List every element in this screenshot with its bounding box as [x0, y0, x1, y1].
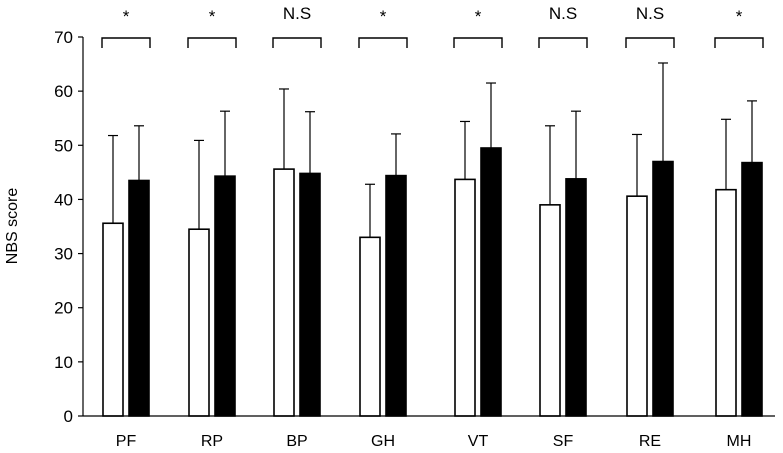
- significance-label: N.S: [283, 4, 311, 23]
- significance-label: *: [380, 7, 387, 26]
- significance-label: *: [123, 7, 130, 26]
- significance-label: *: [736, 7, 743, 26]
- x-category-label: BP: [286, 433, 307, 450]
- bar-white: [273, 168, 295, 417]
- y-tick-label: 60: [54, 82, 73, 101]
- bar-white: [454, 178, 476, 417]
- y-tick-labels: 0 10 20 30 40 50 60 70: [54, 28, 73, 426]
- significance-label: N.S: [549, 4, 577, 23]
- y-tick-label: 10: [54, 353, 73, 372]
- bar-black: [480, 147, 502, 417]
- y-tick-label: 70: [54, 28, 73, 47]
- bar-white: [539, 204, 561, 417]
- significance-bracket: [538, 37, 588, 48]
- significance-label: N.S: [636, 4, 664, 23]
- y-tick-label: 30: [54, 245, 73, 264]
- significance-labels: * * N.S * * N.S N.S *: [123, 4, 743, 26]
- bar-white: [626, 195, 648, 417]
- significance-bracket: [187, 37, 237, 48]
- bar-white: [715, 188, 737, 417]
- significance-bracket: [101, 37, 151, 48]
- y-axis-label: NBS score: [4, 188, 21, 265]
- x-category-label: SF: [553, 433, 574, 450]
- significance-bracket: [625, 37, 675, 48]
- bar-black: [652, 160, 674, 417]
- bar-black: [299, 172, 321, 417]
- x-category-label: VT: [468, 433, 489, 450]
- bar-black: [128, 179, 150, 417]
- significance-bracket: [453, 37, 503, 48]
- significance-bracket: [358, 37, 408, 48]
- y-tick-label: 0: [64, 407, 73, 426]
- bar-white: [359, 236, 381, 417]
- bar-black: [385, 174, 407, 417]
- significance-label: *: [475, 7, 482, 26]
- x-category-label: RE: [639, 433, 661, 450]
- error-bars: [108, 62, 757, 238]
- x-category-label: GH: [371, 433, 395, 450]
- y-tick-label: 50: [54, 136, 73, 155]
- x-category-labels: PF RP BP GH VT SF RE MH: [116, 433, 752, 450]
- significance-bracket: [714, 37, 764, 48]
- significance-brackets: [101, 37, 764, 48]
- significance-bracket: [272, 37, 322, 48]
- x-category-label: RP: [201, 433, 223, 450]
- y-axis-ticks: [78, 36, 83, 417]
- bar-black: [214, 175, 236, 417]
- y-tick-label: 20: [54, 299, 73, 318]
- x-category-label: PF: [116, 433, 137, 450]
- bar-white: [102, 222, 124, 417]
- bar-black: [741, 161, 763, 417]
- y-tick-label: 40: [54, 190, 73, 209]
- bar-black: [565, 178, 587, 417]
- x-category-label: MH: [727, 433, 752, 450]
- significance-label: *: [209, 7, 216, 26]
- bar-white: [188, 228, 210, 417]
- bars: [102, 147, 763, 417]
